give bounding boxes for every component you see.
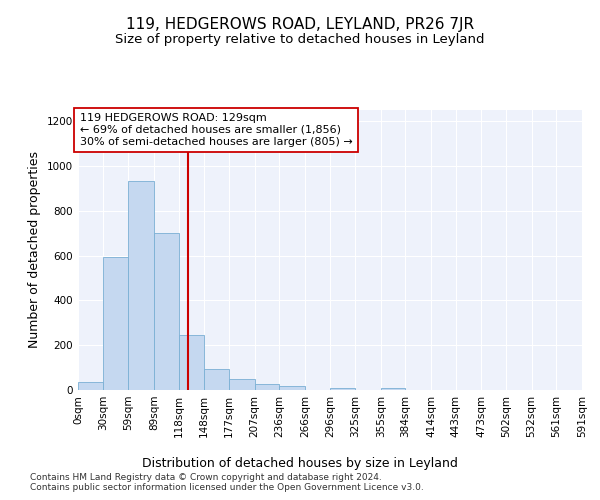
Text: 119 HEDGEROWS ROAD: 129sqm
← 69% of detached houses are smaller (1,856)
30% of s: 119 HEDGEROWS ROAD: 129sqm ← 69% of deta… (80, 114, 352, 146)
Bar (179, 335, 204, 390)
Text: Contains HM Land Registry data © Crown copyright and database right 2024.
Contai: Contains HM Land Registry data © Crown c… (30, 472, 424, 492)
Bar (78, 382, 103, 390)
Bar (204, 369, 229, 390)
Bar (279, 386, 305, 390)
Text: Size of property relative to detached houses in Leyland: Size of property relative to detached ho… (115, 32, 485, 46)
Y-axis label: Number of detached properties: Number of detached properties (28, 152, 41, 348)
Bar (128, 180, 154, 390)
Bar (229, 379, 254, 390)
Bar (381, 388, 406, 390)
Bar (331, 388, 355, 390)
Bar (154, 233, 179, 390)
Bar (254, 384, 279, 390)
Bar (103, 256, 128, 390)
Text: 119, HEDGEROWS ROAD, LEYLAND, PR26 7JR: 119, HEDGEROWS ROAD, LEYLAND, PR26 7JR (126, 18, 474, 32)
Text: Distribution of detached houses by size in Leyland: Distribution of detached houses by size … (142, 458, 458, 470)
